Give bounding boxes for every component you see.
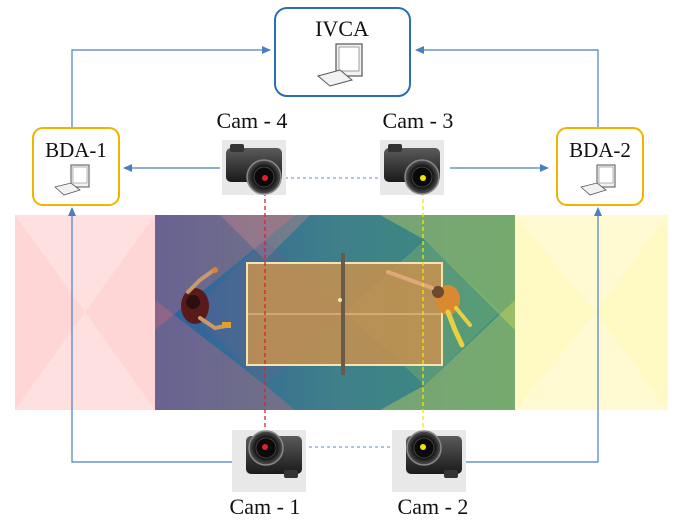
camera-icon	[246, 430, 302, 478]
bda1-node: BDA-1	[32, 127, 120, 206]
bda1-label: BDA-1	[45, 138, 107, 162]
red-coverage-zone	[15, 215, 295, 410]
ivca-node: IVCA	[274, 7, 411, 97]
computer-icon	[54, 164, 90, 196]
yellow-coverage-zone	[515, 215, 668, 410]
camera-center-dot	[262, 175, 268, 181]
cam4-label: Cam - 4	[217, 108, 288, 133]
camera-cam2	[392, 430, 466, 492]
camera-cam4	[222, 140, 286, 195]
camera-icon	[406, 430, 462, 478]
cam3-label: Cam - 3	[383, 108, 454, 133]
camera-center-dot	[262, 444, 268, 450]
bda2-label: BDA-2	[569, 138, 631, 162]
cam2-label: Cam - 2	[398, 494, 469, 519]
camera-icon	[384, 144, 440, 195]
connection-arrows	[68, 46, 602, 463]
cam1-label: Cam - 1	[230, 494, 301, 519]
player-right	[386, 270, 472, 348]
camera-cam3	[380, 140, 444, 195]
ping-pong-table	[246, 253, 443, 375]
camera-cam1	[232, 430, 306, 492]
player-left	[181, 267, 231, 331]
computer-icon	[580, 164, 616, 196]
ivca-label: IVCA	[315, 16, 369, 41]
computer-icon	[316, 43, 363, 87]
camera-center-dot	[420, 444, 426, 450]
bda2-node: BDA-2	[556, 127, 644, 206]
camera-center-dot	[420, 175, 426, 181]
